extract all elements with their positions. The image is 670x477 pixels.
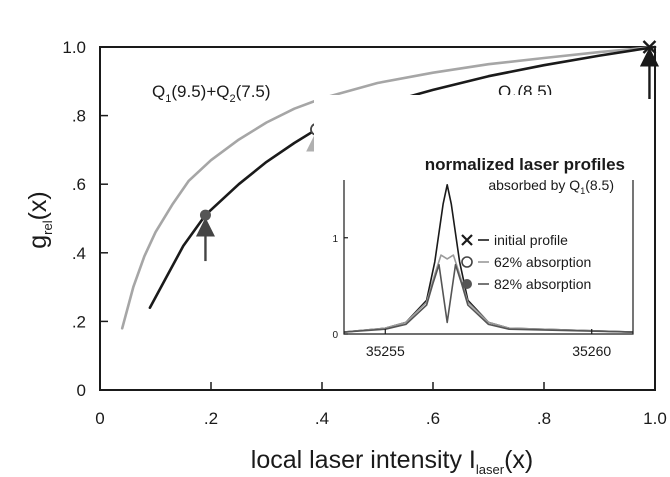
x-tick-label: .8: [537, 409, 551, 428]
series-label-q1-q2: Q1(9.5)+Q2(7.5): [152, 82, 271, 105]
y-tick-label: .4: [72, 244, 86, 263]
main-labels: Q1(9.5)+Q2(7.5)Q1(8.5)local laser intens…: [24, 82, 552, 477]
x-axis-label: local laser intensity Ilaser(x): [251, 446, 533, 477]
main-plot: 0 .2 .4 .6 .8 1.0 0 .2 .4 .6 .8 1.0 Q1(9.5)+Q2(7.5)…: [24, 38, 667, 477]
inset-subtitle: absorbed by Q1(8.5): [488, 177, 614, 196]
inset-ticks: 35255 35260 0 1: [332, 234, 611, 359]
inset-line-82: [343, 263, 634, 333]
x-tick-label: .4: [315, 409, 329, 428]
inset-background: [314, 95, 643, 366]
x-tick-label: 0: [95, 409, 104, 428]
main-ticks: 0 .2 .4 .6 .8 1.0 0 .2 .4 .6 .8 1.0: [62, 38, 666, 428]
inset-labels: normalized laser profiles absorbed by Q1(…: [425, 155, 625, 196]
inset-x-tick-label: 35260: [572, 343, 611, 359]
legend-open-circle-icon: [461, 256, 473, 268]
legend-initial: initial profile: [461, 232, 568, 248]
y-tick-label: 1.0: [62, 38, 86, 57]
legend-62: 62% absorption: [461, 254, 591, 270]
legend-82: 82% absorption: [462, 276, 591, 292]
inset-y-tick-label: 1: [332, 234, 338, 245]
inset-y-tick-label: 0: [332, 330, 338, 341]
inset-series: [343, 184, 634, 333]
x-tick-label: 1.0: [643, 409, 667, 428]
marker-cross: [642, 40, 657, 54]
legend-cross-icon: [461, 234, 473, 246]
inset-x-tick-label: 35255: [366, 343, 405, 359]
inset-title: normalized laser profiles: [425, 155, 625, 174]
inset-legend: initial profile 62% absorption 82% absorpt…: [461, 232, 591, 292]
x-tick-label: .6: [426, 409, 440, 428]
legend-label: 82% absorption: [494, 276, 591, 292]
series-line-q1-q2: [120, 45, 657, 330]
y-tick-label: .2: [72, 312, 86, 331]
legend-label: initial profile: [494, 232, 568, 248]
legend-filled-circle-icon: [462, 279, 472, 289]
y-axis-label: grel(x): [24, 191, 55, 249]
y-tick-label: 0: [77, 381, 86, 400]
inset-axes: [343, 180, 634, 335]
y-tick-label: .8: [72, 107, 86, 126]
marker-filled-circle: [199, 209, 211, 221]
y-tick-label: .6: [72, 175, 86, 194]
x-tick-label: .2: [204, 409, 218, 428]
inset-plot: 35255 35260 0 1 normalized laser profiles ab…: [314, 95, 643, 366]
inset-line-62: [343, 254, 634, 333]
legend-label: 62% absorption: [494, 254, 591, 270]
